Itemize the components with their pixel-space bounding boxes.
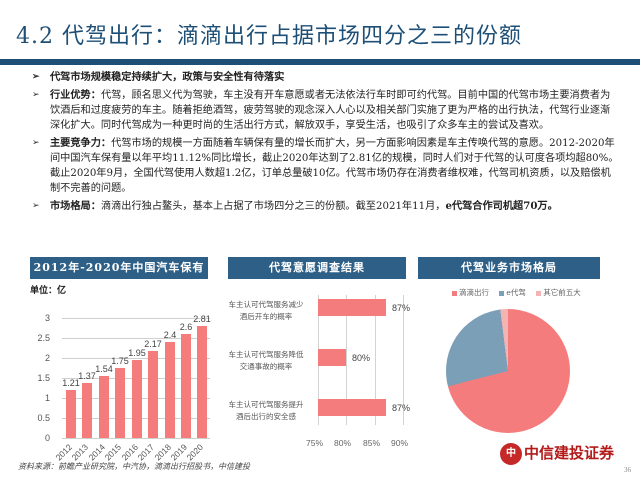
bar-2020 [197,326,207,438]
survey-category: 车主认可代驾服务降低 交通事故的概率 [228,350,304,371]
gridline [62,338,210,339]
market-share-pie-chart [446,309,570,433]
gridline [62,318,210,319]
gridline [62,358,210,359]
company-logo: 中中信建投证券 [500,442,614,465]
bar-2016 [132,360,142,438]
legend-swatch [499,290,505,296]
logo-seal-icon: 中 [500,443,522,465]
pie-legend: 滴滴出行 e代驾 其它前五大 [452,287,589,298]
arrow-bullet-icon: ➢ [32,72,40,82]
gridline [346,295,347,425]
bar-reduce-accidents [318,349,346,366]
x-axis [62,438,210,439]
willingness-survey-bar-chart: 车主认可代驾服务减少 酒后开车的概率 87% 车主认可代驾服务降低 交通事故的概… [220,295,410,448]
bar-improve-safety [318,399,386,416]
bar-2012 [66,390,76,438]
bar-2019 [181,334,191,438]
bar-2017 [148,351,158,438]
page-number: 36 [624,466,631,474]
vehicle-ownership-bar-chart: 3 2.5 2 1.5 1 0.5 0 1.21 1.37 1.54 1.75 … [37,313,211,463]
legend-swatch [452,290,457,296]
arrow-bullet-icon: ➢ [32,138,40,148]
chart1-title: 2012年-2020年中国汽车保有量 [30,257,208,296]
chart1-unit-label: 单位：亿 [30,286,67,296]
legend-item-didi: 滴滴出行 [452,288,489,297]
bullet-industry-advantage: ➢ 行业优势：代驾，顾名思义代为驾驶，车主没有开车意愿或者无法依法行车时即可约代… [32,89,611,131]
bar-reduce-drunk-driving [318,299,386,316]
bullet-competitiveness: ➢ 主要竞争力：代驾市场的规模一方面随着车辆保有量的增长而扩大，另一方面影响因素… [32,137,619,194]
gridline [403,295,404,425]
page-title: 4.2 代驾出行：滴滴出行占据市场四分之三的份额 [16,24,522,49]
arrow-bullet-icon: ➢ [32,201,40,211]
survey-category: 车主认可代驾服务减少 酒后开车的概率 [228,300,304,321]
bar-2015 [115,368,125,438]
bullet-summary: ➢ 代驾市场规模稳定持续扩大，政策与安全性有待落实 [32,71,285,83]
bullet-list: ➢ 代驾市场规模稳定持续扩大，政策与安全性有待落实 ➢ 行业优势：代驾，顾名思义… [30,70,620,217]
legend-item-edaijia: e代驾 [499,288,526,297]
bullet-market-landscape: ➢ 市场格局：滴滴出行独占鳌头，基本上占据了市场四分之三的份额。截至2021年1… [32,200,558,212]
title-divider [0,59,640,65]
arrow-bullet-icon: ➢ [32,90,40,100]
survey-category: 车主认可代驾服务提升 酒后出行的安全感 [228,400,304,421]
legend-swatch [536,290,542,296]
source-note: 资料来源：前瞻产业研究院，中汽协，滴滴出行招股书，中信建投 [18,462,250,471]
gridline [375,295,376,425]
bar-2013 [82,383,92,438]
bar-2018 [165,342,175,438]
bar-2014 [99,376,109,438]
chart2-title: 代驾意愿调查结果 [228,257,406,279]
bar-area: 1.21 1.37 1.54 1.75 1.95 2.17 2.4 2.6 2.… [62,314,211,438]
legend-item-others: 其它前五大 [536,288,581,297]
chart3-title: 代驾业务市场格局 [418,257,600,279]
